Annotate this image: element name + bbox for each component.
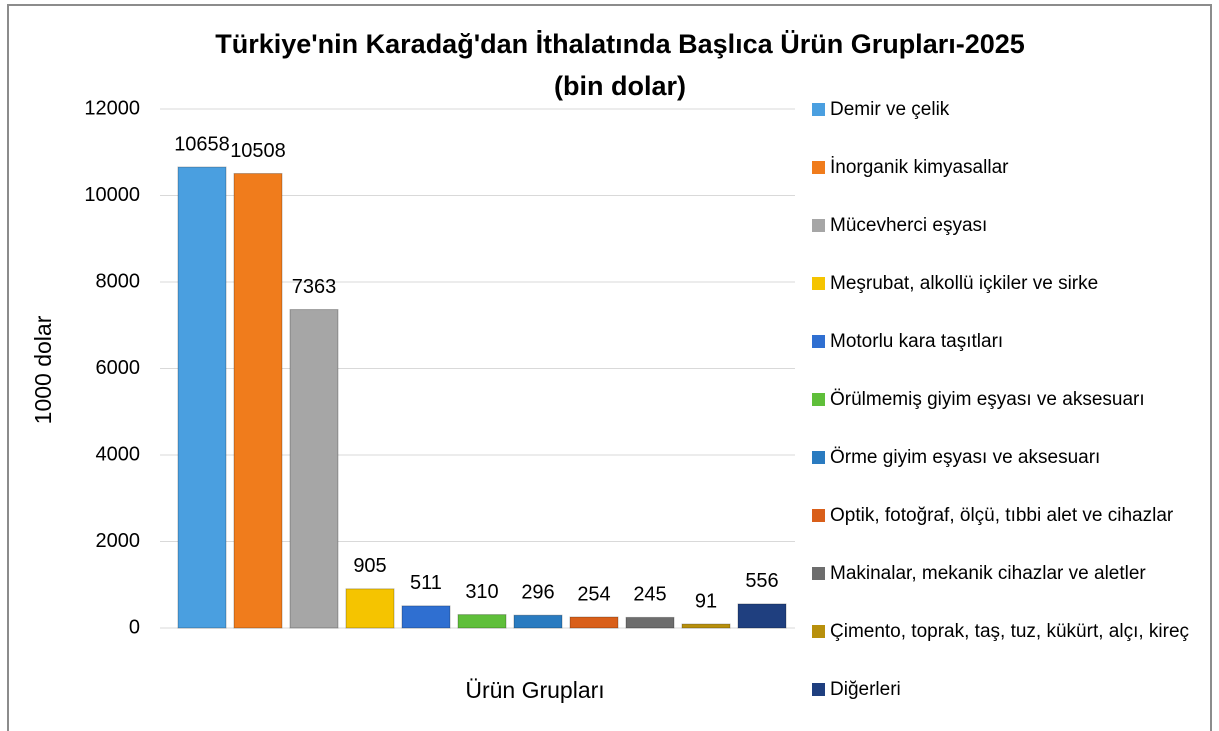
- y-axis-label: 1000 dolar: [30, 315, 56, 424]
- legend-swatch: [812, 219, 825, 232]
- legend-label: Meşrubat, alkollü içkiler ve sirke: [830, 273, 1099, 294]
- legend-swatch: [812, 625, 825, 638]
- legend-item: Meşrubat, alkollü içkiler ve sirke: [812, 269, 1202, 298]
- legend-label: Optik, fotoğraf, ölçü, tıbbi alet ve cih…: [830, 505, 1174, 526]
- legend-label: Diğerleri: [830, 679, 901, 700]
- data-label: 10508: [230, 140, 286, 162]
- legend-swatch: [812, 277, 825, 290]
- legend-label: İnorganik kimyasallar: [830, 157, 1009, 178]
- legend-swatch: [812, 509, 825, 522]
- legend-label: Örme giyim eşyası ve aksesuarı: [830, 447, 1101, 468]
- x-axis-label: Ürün Grupları: [465, 677, 604, 703]
- data-label: 245: [633, 584, 666, 606]
- legend-item: Örme giyim eşyası ve aksesuarı: [812, 443, 1202, 472]
- legend-item: Makinalar, mekanik cihazlar ve aletler: [812, 559, 1202, 588]
- legend-label: Mücevherci eşyası: [830, 215, 988, 236]
- data-label: 296: [521, 581, 554, 603]
- legend-swatch: [812, 683, 825, 696]
- bar: [233, 173, 283, 629]
- bar: [513, 614, 563, 629]
- legend-item: Örülmemiş giyim eşyası ve aksesuarı: [812, 385, 1202, 414]
- y-tick-label: 4000: [96, 443, 141, 465]
- bar: [737, 603, 787, 629]
- bar: [569, 616, 619, 629]
- chart-title: Türkiye'nin Karadağ'dan İthalatında Başl…: [215, 29, 1025, 59]
- bar: [289, 309, 339, 629]
- bar: [345, 588, 395, 629]
- data-label: 10658: [174, 133, 230, 155]
- y-tick-label: 6000: [96, 357, 141, 379]
- legend-item: Mücevherci eşyası: [812, 211, 1202, 240]
- legend-swatch: [812, 393, 825, 406]
- legend-item: Çimento, toprak, taş, tuz, kükürt, alçı,…: [812, 617, 1202, 646]
- y-tick-label: 10000: [84, 184, 140, 206]
- bar: [681, 623, 731, 629]
- y-tick-label: 8000: [96, 270, 141, 292]
- legend-swatch: [812, 161, 825, 174]
- legend-item: Optik, fotoğraf, ölçü, tıbbi alet ve cih…: [812, 501, 1202, 530]
- bar: [177, 166, 227, 629]
- legend-label: Motorlu kara taşıtları: [830, 331, 1004, 352]
- data-label: 254: [577, 583, 610, 605]
- data-label: 310: [465, 581, 498, 603]
- data-label: 91: [695, 590, 717, 612]
- legend-item: Motorlu kara taşıtları: [812, 327, 1202, 356]
- data-label: 7363: [292, 276, 337, 298]
- legend-label: Örülmemiş giyim eşyası ve aksesuarı: [830, 389, 1145, 410]
- bar: [625, 616, 675, 629]
- legend-label: Demir ve çelik: [830, 99, 950, 120]
- legend-label: Makinalar, mekanik cihazlar ve aletler: [830, 563, 1146, 584]
- data-label: 905: [353, 555, 386, 577]
- bar: [401, 605, 451, 629]
- bar: [457, 614, 507, 629]
- data-label: 556: [745, 570, 778, 592]
- legend-item: Diğerleri: [812, 675, 1202, 704]
- legend-item: Demir ve çelik: [812, 95, 1202, 124]
- legend-swatch: [812, 335, 825, 348]
- data-label: 511: [410, 572, 442, 594]
- y-tick-label: 0: [129, 616, 140, 638]
- legend-swatch: [812, 103, 825, 116]
- y-tick-label: 12000: [84, 97, 140, 119]
- legend-label: Çimento, toprak, taş, tuz, kükürt, alçı,…: [830, 621, 1190, 642]
- chart-subtitle: (bin dolar): [554, 71, 686, 101]
- y-tick-label: 2000: [96, 530, 141, 552]
- legend-item: İnorganik kimyasallar: [812, 153, 1202, 182]
- legend-swatch: [812, 451, 825, 464]
- legend-swatch: [812, 567, 825, 580]
